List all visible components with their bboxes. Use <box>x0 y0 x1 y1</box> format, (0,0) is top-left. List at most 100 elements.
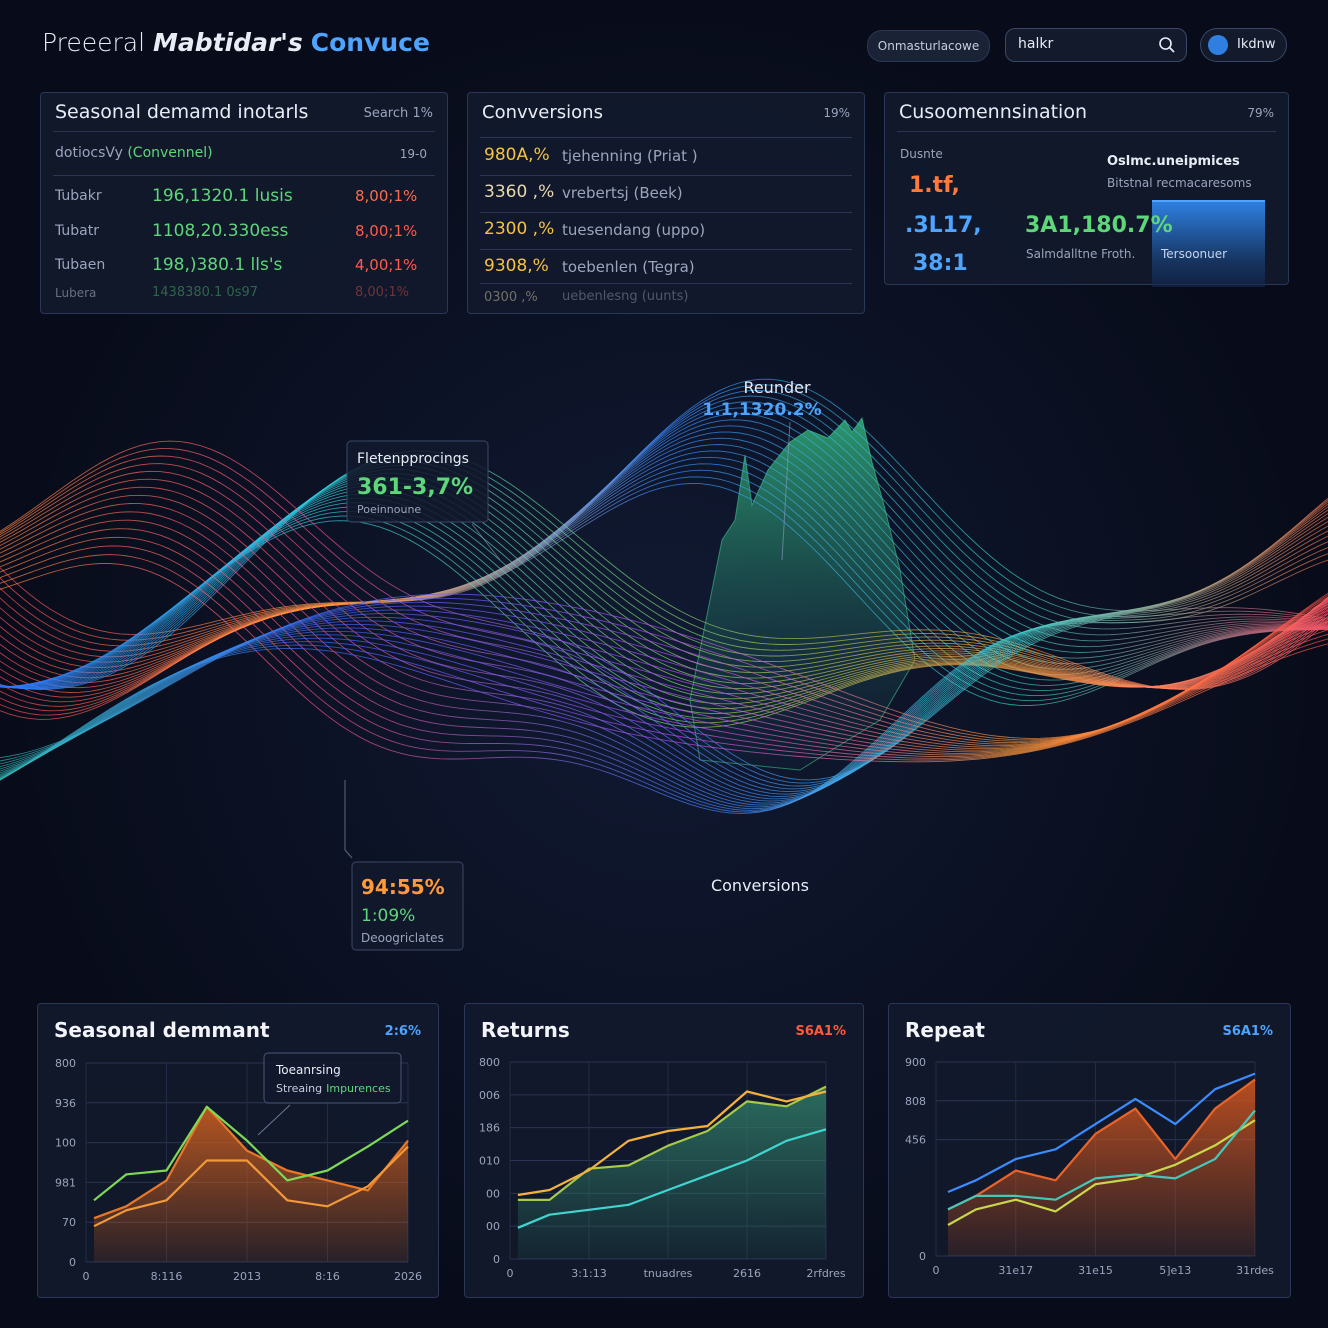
wave-line <box>0 395 1328 652</box>
title-part: Preeeral <box>42 28 146 57</box>
callout-value: 94:55% <box>361 875 445 899</box>
wave-line <box>0 468 1328 689</box>
wave-line <box>0 638 1328 781</box>
title-part: Convuce <box>310 28 430 57</box>
connector <box>344 780 353 859</box>
wave-line <box>0 536 1328 810</box>
row-label: Lubera <box>55 286 97 300</box>
wave-line <box>0 606 1328 774</box>
wave-line <box>0 463 1328 707</box>
callout-title: Fletenpprocings <box>357 451 469 467</box>
metric: 38:1 <box>913 251 968 276</box>
callout-box <box>351 861 464 951</box>
wave-line <box>0 483 1328 720</box>
chart-panel <box>888 1003 1291 1298</box>
connector <box>471 523 501 561</box>
row-label: Tubatr <box>55 223 100 239</box>
wave-line <box>0 457 1328 690</box>
header-button[interactable]: Onmasturlacowe <box>867 30 990 62</box>
wave-line <box>0 384 1328 641</box>
panel-title: Seasonal demamd inotarls <box>55 101 309 123</box>
row-value: 196,1320.1 lusis <box>152 186 293 206</box>
row-value: 1108,20.330ess <box>152 221 289 241</box>
title-part: Mabtidar's <box>153 28 303 57</box>
bar-label: Tersoonuer <box>1161 247 1228 261</box>
wave-line <box>0 450 1328 698</box>
wave-line <box>0 419 1328 674</box>
highlight-label: Salmdalltne Froth. <box>1026 247 1136 261</box>
search-text: halkr <box>1018 36 1054 52</box>
callout-label: Poeinnoune <box>357 503 421 516</box>
panel-badge: Search 1% <box>363 106 433 121</box>
wave-line <box>0 425 1328 679</box>
row-value: 198,)380.1 lls's <box>152 255 283 275</box>
annotation-value: 1.1,1320.2% <box>702 400 821 420</box>
wave-line <box>0 413 1328 668</box>
avatar <box>1208 35 1228 55</box>
wave-line <box>0 616 1328 778</box>
chart-panel <box>464 1003 864 1298</box>
row-label: Tubakr <box>55 188 102 204</box>
row-change: 8,00;1% <box>355 187 418 205</box>
wave-line <box>0 454 1328 690</box>
wave-line <box>0 444 1328 693</box>
subtitle-text: (Convennel) <box>127 145 213 161</box>
search-icon[interactable] <box>1158 36 1176 54</box>
wave-line <box>0 643 1328 781</box>
subtitle-badge: 19-0 <box>399 147 427 161</box>
row-value: 2300 ,% <box>484 219 555 239</box>
wave-line <box>0 437 1328 689</box>
wave-line <box>0 633 1328 781</box>
wave-line <box>0 407 1328 663</box>
row-label: uebenlesng (uunts) <box>562 289 689 304</box>
wave-line <box>0 511 1328 804</box>
callout-box <box>346 440 489 523</box>
wave-line <box>0 629 1328 780</box>
row-change: 4,00;1% <box>355 256 418 274</box>
wave-line <box>0 476 1328 689</box>
user-menu[interactable]: Ikdnw <box>1200 28 1287 62</box>
panel-label: Dusnte <box>900 147 943 161</box>
row-label: Tubaen <box>55 257 106 273</box>
row-value: 3360 ,% <box>484 182 555 202</box>
annotation-label: Conversions <box>711 876 809 895</box>
row-change: 8,00;1% <box>355 222 418 240</box>
wave-line <box>0 503 1328 802</box>
wave-line <box>0 472 1328 689</box>
panel-heading: Oslmc.uneipmices <box>1107 154 1240 169</box>
wave-line <box>0 401 1328 658</box>
panel: Cusoomennsination 79% Dusnte 1.tf, .3L17… <box>884 92 1289 287</box>
search-box[interactable]: halkr <box>1005 28 1187 62</box>
panel: Convversions 19% 980A,% tjehenning (Pria… <box>467 92 865 314</box>
wave-line <box>0 455 1328 787</box>
wave-line <box>0 520 1328 728</box>
panel-subtitle: dotiocsVy (Convennel) <box>55 145 213 161</box>
callout-value: 1:09% <box>361 906 415 926</box>
row-value: 9308,% <box>484 256 549 276</box>
row-change: 8,00;1% <box>355 285 409 300</box>
highlight-value: 3A1,180.7% <box>1025 213 1173 238</box>
wave-line <box>0 559 1328 814</box>
row-label: vrebertsj (Beek) <box>562 184 683 202</box>
wave-line <box>0 553 1328 813</box>
wave-line <box>0 528 1328 808</box>
subtitle-text: dotiocsVy <box>55 145 123 161</box>
wave-line <box>0 378 1328 635</box>
wave-line <box>0 545 1328 811</box>
panel: Seasonal demamd inotarls Search 1% dotio… <box>40 92 448 314</box>
panel-badge: 19% <box>823 106 850 120</box>
row-label: tjehenning (Priat ) <box>562 147 698 165</box>
panel-subheading: Bitstnal recmacaresoms <box>1107 176 1252 190</box>
metric: .3L17, <box>905 213 982 238</box>
wave-line <box>0 519 1328 806</box>
metric: 1.tf, <box>909 173 960 198</box>
panel-title: Cusoomennsination <box>899 101 1087 123</box>
wave-line <box>0 461 1328 690</box>
panel-title: Convversions <box>482 102 603 123</box>
row-value: 980A,% <box>484 145 550 165</box>
row-label: tuesendang (uppo) <box>562 221 706 239</box>
connector <box>781 421 791 561</box>
app-title: Preeeral Mabtidar's Convuce <box>42 28 430 57</box>
